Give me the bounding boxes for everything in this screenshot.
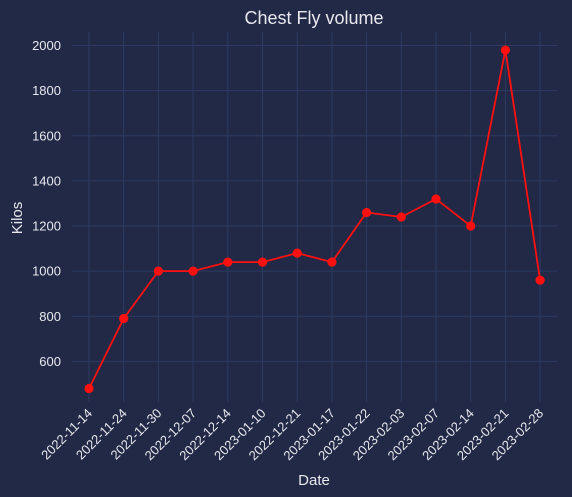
data-point: [466, 221, 475, 230]
data-point: [397, 212, 406, 221]
x-axis-ticks: 2022-11-142022-11-242022-11-302022-12-07…: [38, 406, 546, 464]
data-point: [431, 194, 440, 203]
y-tick-label: 2000: [32, 38, 61, 53]
y-tick-label: 1400: [32, 173, 61, 188]
data-point: [223, 258, 232, 267]
data-point: [154, 267, 163, 276]
x-axis-label: Date: [298, 472, 330, 489]
y-tick-label: 1800: [32, 83, 61, 98]
data-point: [293, 248, 302, 257]
y-axis-ticks: 600 800 1000 1200 1400 1600 1800 2000: [32, 38, 61, 369]
y-tick-label: 1000: [32, 264, 61, 279]
y-tick-label: 600: [39, 354, 61, 369]
y-axis-label: Kilos: [9, 202, 26, 235]
grid: [72, 32, 557, 402]
data-point: [189, 267, 198, 276]
y-tick-label: 1600: [32, 128, 61, 143]
data-point: [501, 45, 510, 54]
y-tick-label: 800: [39, 309, 61, 324]
data-point: [536, 276, 545, 285]
data-point: [327, 258, 336, 267]
data-point: [84, 384, 93, 393]
series-line: [89, 50, 540, 388]
y-tick-label: 1200: [32, 219, 61, 234]
data-point: [258, 258, 267, 267]
data-point: [362, 208, 371, 217]
series-group: [84, 45, 544, 393]
chart-title: Chest Fly volume: [244, 8, 383, 28]
data-point: [119, 314, 128, 323]
